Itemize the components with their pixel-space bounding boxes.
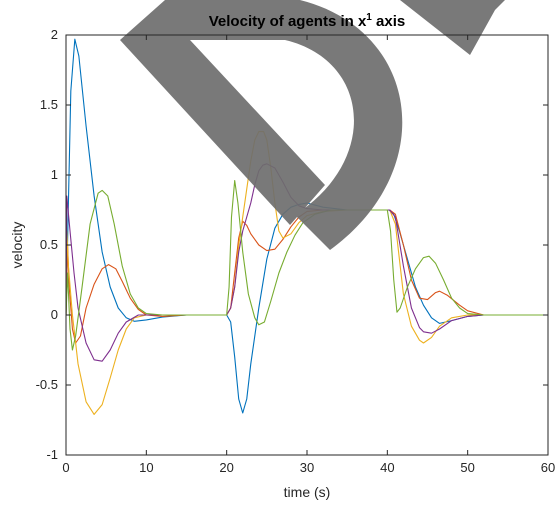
x-tick-label: 30 xyxy=(300,460,314,475)
series-line-1 xyxy=(66,38,548,414)
x-tick-label: 10 xyxy=(139,460,153,475)
y-axis: -1 -0.5 0 0.5 1 1.5 2 xyxy=(36,27,548,462)
watermark-slash-shape xyxy=(400,0,505,55)
plot-area: 0 10 20 30 40 50 60 -1 -0.5 0 0.5 1 1.5 2 xyxy=(36,0,555,475)
x-tick-label: 40 xyxy=(380,460,394,475)
watermark-d-shape xyxy=(120,0,403,250)
x-tick-label: 50 xyxy=(460,460,474,475)
y-axis-label: velocity xyxy=(9,222,25,269)
watermark-d xyxy=(120,0,505,250)
series-line-5 xyxy=(66,180,548,351)
y-tick-label: 1 xyxy=(51,167,58,182)
axes-box xyxy=(66,35,548,455)
chart-title: Velocity of agents in x1 axis xyxy=(209,12,405,30)
series-line-2 xyxy=(66,209,548,344)
y-tick-label: 0.5 xyxy=(40,237,58,252)
y-tick-label: 2 xyxy=(51,27,58,42)
x-tick-label: 60 xyxy=(541,460,555,475)
y-tick-label: -1 xyxy=(46,447,58,462)
chart-title-suffix: axis xyxy=(372,13,405,30)
chart-title-main: Velocity of agents in x xyxy=(209,13,367,30)
y-tick-label: 1.5 xyxy=(40,97,58,112)
y-tick-label: -0.5 xyxy=(36,377,58,392)
x-axis-label: time (s) xyxy=(284,484,331,500)
x-tick-label: 0 xyxy=(62,460,69,475)
chart-title-superscript: 1 xyxy=(366,12,372,23)
y-tick-label: 0 xyxy=(51,307,58,322)
x-tick-label: 20 xyxy=(219,460,233,475)
x-axis: 0 10 20 30 40 50 60 xyxy=(62,35,555,475)
